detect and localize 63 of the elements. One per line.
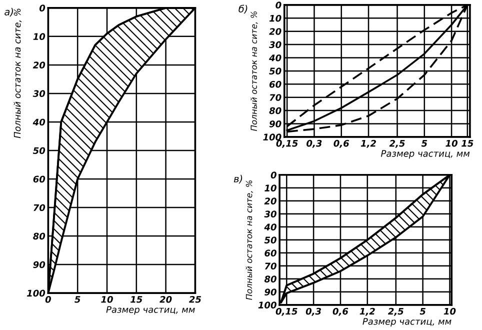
x-tick-label: 0,6 [334,140,350,148]
y-tick-label: 40 [269,54,282,62]
x-tick-label: 0,6 [332,308,348,316]
y-tick-label: 60 [269,80,282,88]
y-tick-label: 40 [264,224,276,230]
y-tick-label: 100 [258,302,276,308]
y-axis-title: Полный остаток на сите, % [250,11,258,131]
y-tick-label: 0 [270,172,276,178]
x-tick-label: 1,2 [360,140,376,148]
x-tick-label: 0,15 [276,308,298,316]
x-tick-label: 1,2 [360,308,375,316]
x-tick-label: 2,5 [389,140,405,148]
y-tick-label: 80 [264,276,276,282]
y-tick-label: 10 [264,184,276,192]
y-tick-label: 80 [269,107,282,114]
y-tick-label: 80 [33,232,46,240]
y-tick-label: 50 [32,147,46,154]
y-tick-label: 30 [264,210,276,218]
x-tick-label: 0,3 [306,140,322,148]
y-axis-title: Полный остаток на сите, % [246,180,254,300]
x-tick-label: 10 [446,140,458,147]
chart-title: а) [4,8,13,17]
x-tick-label: 5 [74,296,80,303]
x-axis-title: Размер частиц, мм [106,306,195,315]
x-axis-title: Размер частиц, мм [380,150,470,159]
x-tick-label: 10 [444,308,456,315]
x-tick-label: 0,15 [276,140,298,148]
x-tick-label: 5 [420,308,426,315]
y-tick-label: 40 [32,118,46,126]
y-tick-label: 50 [269,68,282,75]
x-tick-label: 15 [462,140,474,147]
y-axis-title: Полный остаток на сите, % [14,8,22,138]
chart-title: в) [234,174,242,184]
y-tick-label: 20 [264,198,276,204]
y-tick-label: 30 [32,90,46,98]
x-tick-label: 25 [189,296,202,303]
y-tick-label: 20 [269,28,282,35]
x-tick-label: 5 [421,140,428,147]
chart-title: б) [238,4,248,14]
y-tick-label: 100 [26,290,46,297]
y-tick-label: 90 [264,288,276,296]
x-axis-title: Размер частиц, мм [362,318,452,327]
x-tick-label: 0 [45,296,52,303]
y-tick-label: 10 [33,33,46,40]
y-tick-label: 10 [269,14,282,22]
y-tick-label: 60 [33,176,46,183]
y-tick-label: 70 [270,94,282,101]
y-tick-label: 90 [33,261,46,268]
y-tick-label: 100 [263,134,282,141]
x-tick-label: 20 [160,296,172,303]
y-tick-label: 0 [276,2,282,9]
y-tick-label: 60 [264,250,276,256]
y-tick-label: 0 [39,4,46,12]
x-tick-label: 10 [101,296,113,303]
x-tick-label: 0,3 [306,308,322,316]
y-tick-label: 70 [264,262,276,270]
y-tick-label: 30 [269,41,282,48]
y-tick-label: 20 [32,62,46,68]
y-tick-label: 70 [34,204,46,212]
x-tick-label: 15 [130,296,142,303]
y-tick-label: 90 [269,120,282,128]
y-tick-label: 50 [264,236,276,244]
x-tick-label: 2,5 [388,308,404,316]
